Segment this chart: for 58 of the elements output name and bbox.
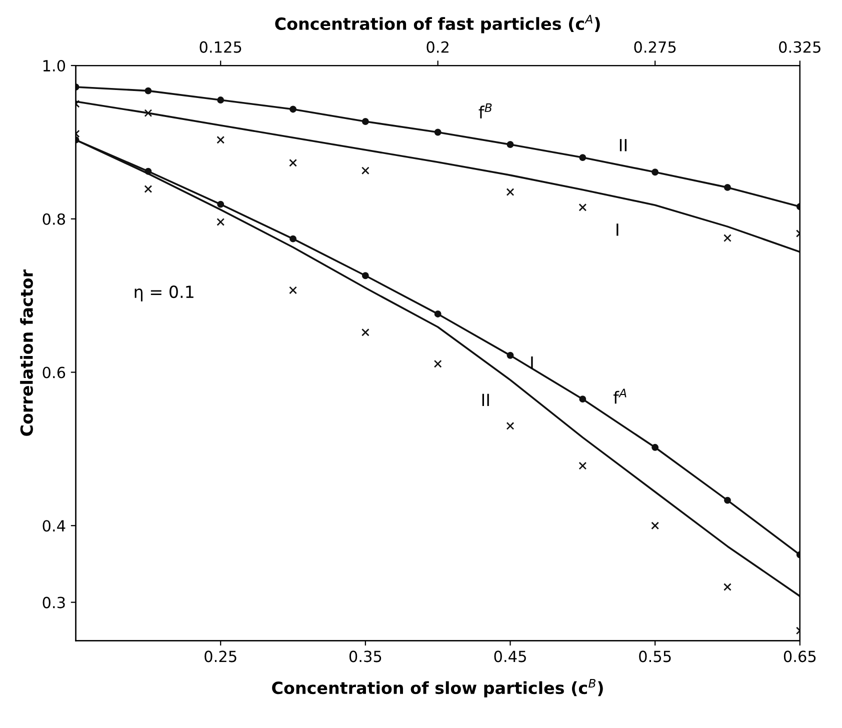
point: [434, 310, 442, 318]
point: [144, 185, 152, 193]
point: [362, 272, 369, 280]
x-axis-title: Concentration of slow particles (c$^{B}$): [272, 679, 603, 698]
y-tick-label: 1.0: [43, 60, 66, 72]
point: [506, 141, 514, 148]
point: [651, 522, 660, 530]
annotation: I: [616, 224, 618, 236]
x2-tick-label: 0.325: [779, 41, 820, 53]
point: [216, 136, 225, 144]
point: [144, 87, 152, 94]
point: [216, 218, 225, 226]
annotation: η = 0.1: [134, 285, 194, 302]
y-tick-label: 0.3: [42, 596, 65, 608]
annotation: I: [531, 356, 533, 369]
point: [506, 422, 514, 430]
x-tick-label: 0.35: [349, 650, 382, 662]
x-tick-label: 0.45: [494, 650, 526, 662]
x2-axis-title: Concentration of fast particles (c$^{A}$): [275, 14, 600, 34]
point: [724, 184, 731, 191]
point: [289, 286, 297, 294]
y-axis-title: Correlation factor: [20, 270, 33, 436]
point: [362, 118, 369, 125]
point: [290, 235, 296, 242]
x2-tick-label: 0.275: [634, 41, 676, 53]
point: [652, 168, 659, 176]
x-tick-label: 0.55: [639, 650, 671, 662]
point: [578, 462, 587, 470]
y-tick-label: 0.4: [42, 520, 66, 532]
point: [217, 200, 224, 208]
point: [217, 96, 224, 104]
point: [579, 396, 586, 403]
point: [724, 583, 732, 591]
point: [724, 234, 732, 242]
point: [724, 496, 731, 504]
point: [290, 106, 296, 113]
point: [361, 328, 370, 336]
annotation: f$^{B}$: [478, 103, 492, 118]
point: [652, 444, 659, 451]
y-tick-label: 0.8: [42, 213, 66, 225]
y-tick-label: 0.6: [42, 366, 66, 378]
point: [506, 188, 514, 196]
point: [361, 166, 370, 175]
point: [579, 154, 586, 162]
annotation: II: [482, 394, 489, 406]
point: [289, 158, 297, 167]
annotation: f$^{A}$: [613, 388, 626, 404]
x2-tick-label: 0.125: [200, 41, 242, 53]
point: [506, 352, 514, 359]
annotation: II: [620, 139, 626, 152]
line-series: [76, 100, 800, 253]
point: [434, 360, 442, 368]
x2-tick-label: 0.2: [426, 41, 448, 53]
point: [578, 203, 587, 212]
point: [434, 128, 442, 136]
point: [144, 109, 152, 118]
x-tick-label: 0.25: [204, 650, 236, 662]
x-tick-label: 0.65: [784, 650, 816, 662]
